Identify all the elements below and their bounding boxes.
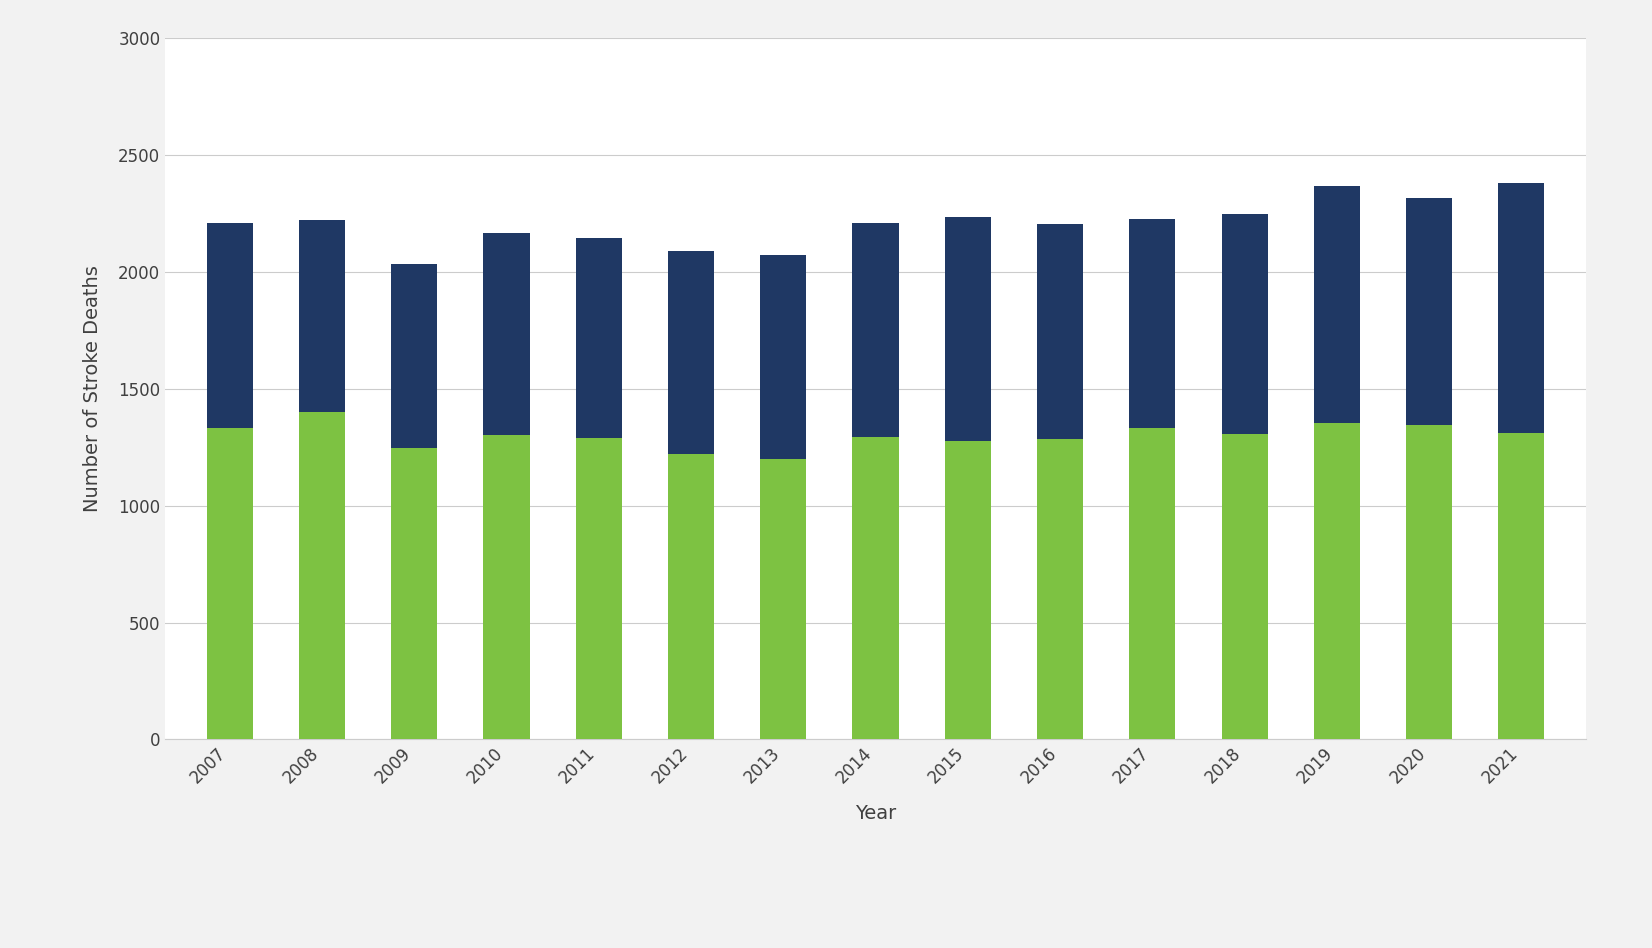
Bar bbox=[206, 223, 253, 428]
Bar bbox=[1498, 183, 1545, 433]
Bar bbox=[577, 438, 621, 739]
Bar bbox=[206, 428, 253, 739]
Bar bbox=[852, 437, 899, 739]
Bar bbox=[1130, 428, 1175, 739]
Bar bbox=[1313, 187, 1360, 423]
Bar bbox=[392, 448, 438, 739]
Bar bbox=[577, 238, 621, 438]
Bar bbox=[760, 459, 806, 739]
Bar bbox=[1037, 439, 1084, 739]
Bar bbox=[852, 223, 899, 437]
Bar bbox=[1406, 425, 1452, 739]
Bar bbox=[945, 217, 991, 442]
Bar bbox=[484, 435, 530, 739]
Bar bbox=[299, 220, 345, 412]
Bar bbox=[484, 233, 530, 435]
Bar bbox=[1130, 219, 1175, 428]
Bar bbox=[1406, 198, 1452, 425]
Bar bbox=[1221, 434, 1267, 739]
Legend: Female, Male: Female, Male bbox=[760, 945, 991, 948]
Bar bbox=[760, 255, 806, 459]
Bar bbox=[392, 264, 438, 448]
Bar bbox=[667, 250, 714, 454]
X-axis label: Year: Year bbox=[856, 804, 895, 823]
Bar bbox=[667, 454, 714, 739]
Bar bbox=[299, 412, 345, 739]
Bar bbox=[1221, 214, 1267, 434]
Bar bbox=[1037, 224, 1084, 439]
Y-axis label: Number of Stroke Deaths: Number of Stroke Deaths bbox=[83, 265, 101, 512]
Bar bbox=[1313, 423, 1360, 739]
Bar bbox=[945, 442, 991, 739]
Bar bbox=[1498, 433, 1545, 739]
